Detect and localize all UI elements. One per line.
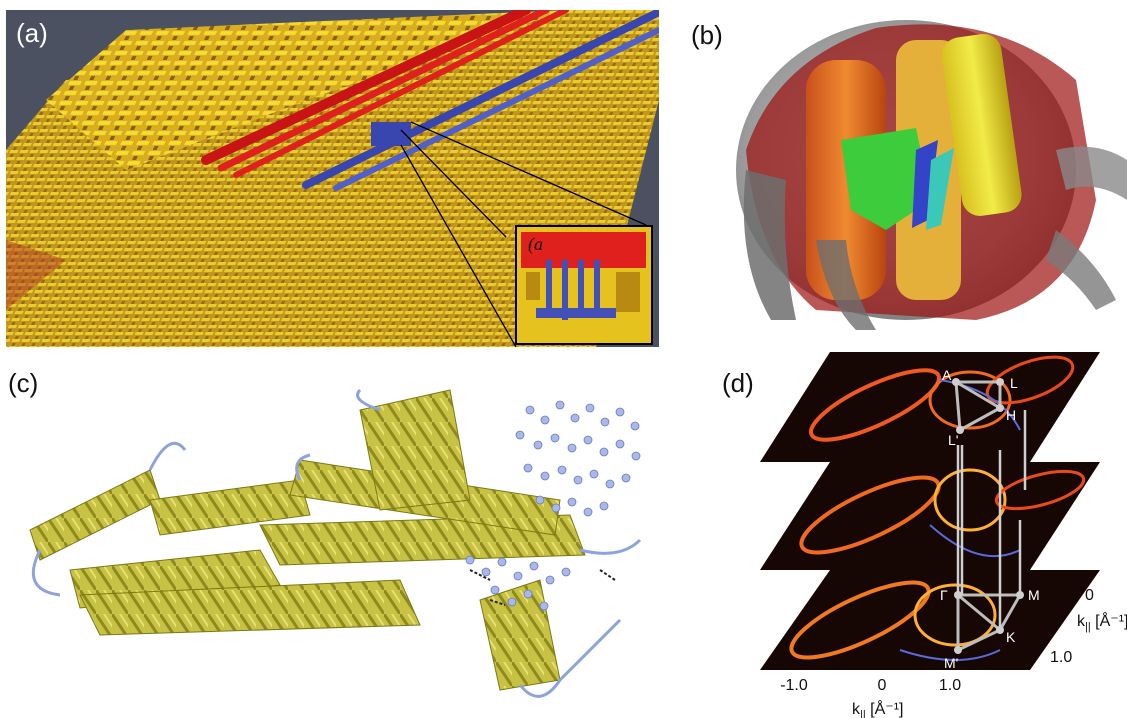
point-H: H — [1006, 407, 1016, 423]
point-M-prime: M' — [944, 655, 958, 671]
y-tick-0: 0 — [1085, 587, 1094, 604]
point-K: K — [1006, 629, 1016, 645]
inset-label: (a — [528, 234, 543, 255]
panel-c-protein-structure: (c) — [0, 350, 690, 718]
panel-a-label: (a) — [16, 18, 48, 48]
point-L-prime: L' — [948, 432, 958, 448]
slab-bottom: Γ M K M' — [760, 570, 1100, 671]
point-M: M — [1028, 587, 1040, 603]
protein-ribbon-image — [29, 388, 642, 698]
panel-d-label: (d) — [722, 368, 754, 398]
y-tick-1: 1.0 — [1050, 649, 1072, 666]
x-tick-1: 1.0 — [939, 677, 961, 694]
x-tick-neg1: -1.0 — [780, 677, 808, 694]
panel-b-label: (b) — [691, 20, 723, 50]
point-L: L — [1010, 375, 1018, 391]
panel-d-fermi-surfaces: A L H L' Γ M K M — [700, 350, 1127, 718]
slab-top: A L H L' — [760, 352, 1100, 462]
point-Gamma: Γ — [940, 587, 948, 603]
slab-middle — [760, 462, 1100, 570]
fermi-surface-stack: A L H L' Γ M K M — [760, 352, 1127, 718]
zoom-inset: (a — [515, 225, 653, 345]
panel-c-label: (c) — [8, 368, 39, 398]
x-tick-0: 0 — [878, 677, 887, 694]
panel-a-circuit-render: (a (a) — [6, 10, 659, 347]
point-A: A — [942, 367, 952, 383]
y-axis-label: k|| [Å⁻¹] — [1077, 611, 1127, 633]
ligand-cluster — [465, 400, 641, 611]
x-axis-label: k|| [Å⁻¹] — [852, 699, 904, 718]
circuit-render-image: (a — [6, 10, 659, 347]
insect-render-image — [736, 20, 1127, 330]
panel-b-insect-render: (b) — [676, 0, 1127, 330]
